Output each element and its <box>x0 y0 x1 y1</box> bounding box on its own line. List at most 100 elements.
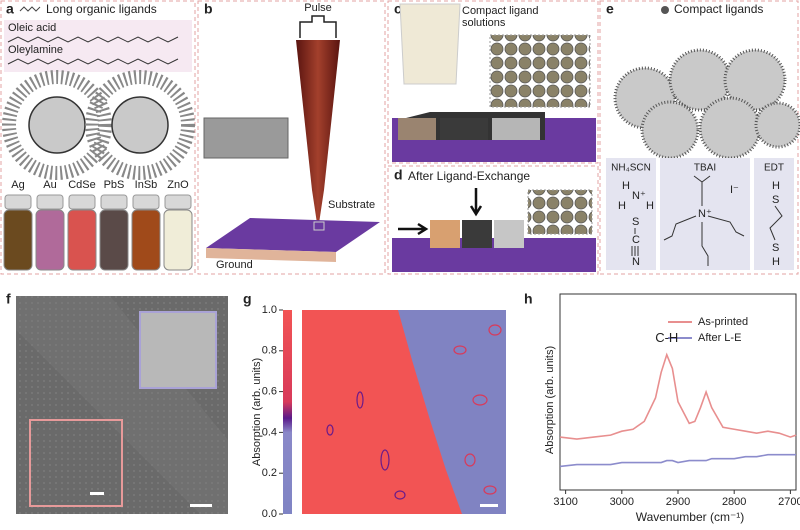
ligand-name: Oleylamine <box>8 44 63 56</box>
label: Substrate <box>328 199 375 211</box>
ligand-icon <box>661 6 669 14</box>
legend: Long organic ligands <box>46 2 157 16</box>
panel-border <box>197 0 386 275</box>
vial-label: CdSe <box>68 179 96 191</box>
y-tick-label: 0.2 <box>262 467 277 479</box>
nanocrystal-inset <box>489 34 591 108</box>
panel-d: d After Ligand-Exchange <box>387 165 599 275</box>
atom: N⁺ <box>698 208 712 220</box>
x-tick-label: 2800 <box>722 496 746 508</box>
vial <box>99 209 129 271</box>
vial-label: ZnO <box>167 179 189 191</box>
atom: I⁻ <box>730 184 739 196</box>
atom: H <box>646 200 654 212</box>
label: Compact ligand <box>462 5 538 17</box>
panel-letter: b <box>204 1 213 17</box>
inset <box>203 117 289 159</box>
atom: C <box>632 234 640 246</box>
series-line <box>559 453 796 468</box>
vial-cap <box>4 194 32 210</box>
panel-g: g Absorption (arb. units) <box>243 291 506 514</box>
vial <box>399 3 461 85</box>
legend-label: As-printed <box>698 316 748 328</box>
nozzle <box>296 40 340 230</box>
panel-border <box>0 0 196 275</box>
x-tick-label: 2900 <box>666 496 690 508</box>
substrate <box>206 218 380 252</box>
printed-region <box>302 310 462 514</box>
panel-letter: c <box>394 1 402 17</box>
atom: S <box>772 194 779 206</box>
label: After Ligand-Exchange <box>408 169 530 183</box>
ligand-name: TBAI <box>694 163 716 174</box>
atom: H <box>772 256 780 268</box>
scale-bar <box>480 504 498 507</box>
panel-letter: e <box>606 1 614 17</box>
panel-c: c Compact ligand solutions <box>387 0 599 164</box>
panel-border <box>387 0 599 164</box>
bond <box>769 205 783 241</box>
panel-letter: f <box>6 291 11 307</box>
vial-label: Ag <box>11 179 24 191</box>
atom: N⁺ <box>632 190 646 202</box>
nanoparticle <box>640 100 700 160</box>
chain <box>7 36 179 43</box>
colorbar <box>283 310 292 514</box>
panel-f: f <box>6 291 228 514</box>
panel-letter: d <box>394 167 403 183</box>
bond <box>631 228 639 256</box>
arrow <box>398 222 429 236</box>
y-axis-label: Absorption (arb. units) <box>251 358 263 466</box>
vial-label: InSb <box>135 179 158 191</box>
series-line <box>559 352 797 440</box>
panel-border <box>599 0 799 275</box>
legend-label: After L-E <box>698 332 741 344</box>
ligand-name: EDT <box>764 163 784 174</box>
nanoparticle <box>754 101 800 149</box>
ligand-box <box>754 158 794 270</box>
x-tick-label: 3100 <box>553 496 577 508</box>
ligand-name: Oleic acid <box>8 22 56 34</box>
nanoparticle <box>723 48 787 112</box>
inset-marker <box>29 419 123 507</box>
panel-letter: g <box>243 291 252 307</box>
panel-letter: h <box>524 291 533 307</box>
panel-b: b Pulse Substrate Ground <box>197 0 386 275</box>
nanoparticle <box>28 96 86 154</box>
nanoparticle <box>698 96 762 160</box>
ligand-bg <box>4 20 192 72</box>
legend: Compact ligands <box>674 2 763 16</box>
panel-letter: a <box>6 1 14 17</box>
label: Ground <box>216 259 253 271</box>
nanoparticles <box>613 48 800 160</box>
nanocrystal-inset <box>527 189 593 235</box>
film <box>440 118 488 140</box>
x-tick-label: 2700 <box>778 496 800 508</box>
annotation: C-H <box>655 330 678 345</box>
vial <box>35 209 65 271</box>
panel-a: a Long organic ligands Oleic acid Oleyla… <box>0 0 196 275</box>
atom: H <box>622 180 630 192</box>
atom: S <box>772 242 779 254</box>
ligand-shell <box>85 70 195 180</box>
atom: N <box>632 256 640 268</box>
scale-bar <box>90 492 104 495</box>
ligand-icon <box>19 6 41 12</box>
film <box>494 220 524 248</box>
bond <box>663 175 745 266</box>
label: Pulse <box>304 2 332 14</box>
panel-e: e Compact ligands NH₄SCN TBAI EDT H N⁺ H… <box>599 0 800 275</box>
speckles <box>326 324 502 500</box>
vial <box>3 209 33 271</box>
atom: S <box>632 216 639 228</box>
y-tick-label: 0.0 <box>262 508 277 520</box>
vial <box>67 209 97 271</box>
film <box>398 118 436 140</box>
ligand-shell <box>2 70 112 180</box>
vial-cap <box>36 194 64 210</box>
vial-cap <box>68 194 96 210</box>
vial-cap <box>164 194 192 210</box>
ligand-name: NH₄SCN <box>611 163 651 174</box>
structures: H N⁺ H H S C N N⁺ I⁻ H S S H <box>618 175 783 268</box>
